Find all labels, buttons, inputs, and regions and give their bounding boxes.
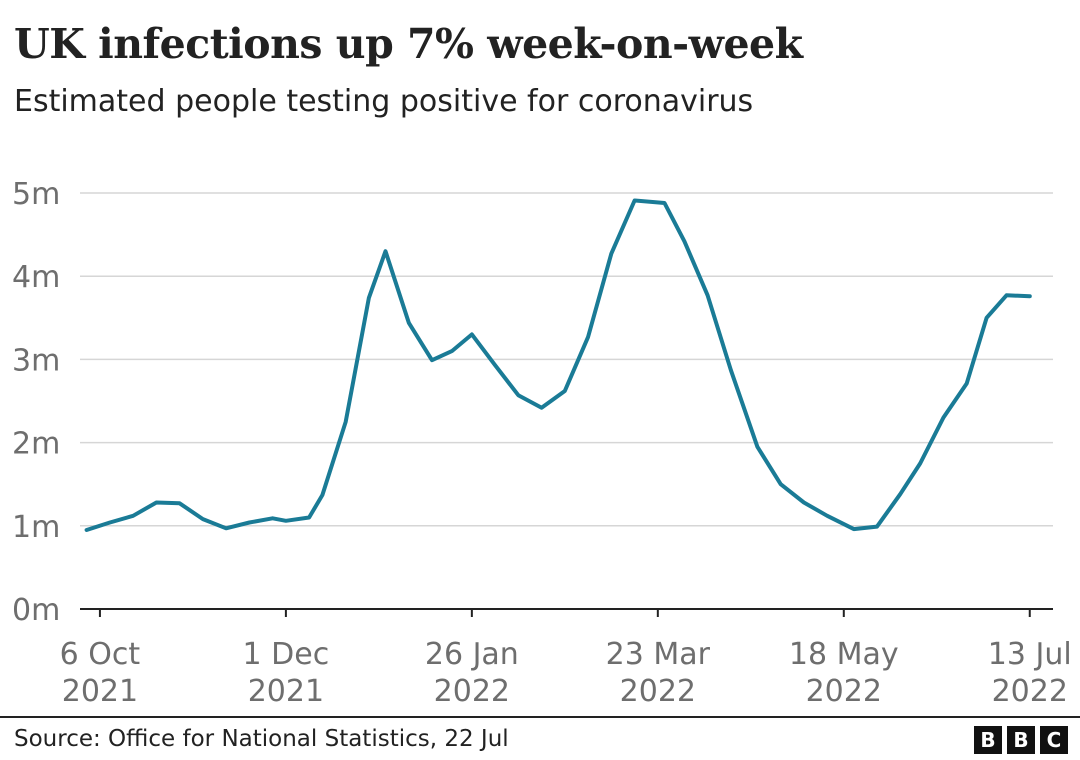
source-note: Source: Office for National Statistics, … bbox=[14, 726, 509, 752]
bbc-logo-block: C bbox=[1040, 726, 1068, 754]
x-tick-label: 1 Dec bbox=[243, 637, 330, 672]
x-tick-year-label: 2022 bbox=[992, 674, 1068, 709]
x-tick-year-label: 2021 bbox=[248, 674, 324, 709]
x-tick-year-label: 2022 bbox=[434, 674, 510, 709]
y-tick-label: 3m bbox=[12, 343, 60, 378]
x-tick-label: 18 May bbox=[789, 637, 899, 672]
bbc-logo: B B C bbox=[974, 726, 1068, 754]
x-tick-label: 13 Jul bbox=[988, 637, 1072, 672]
y-tick-label: 1m bbox=[12, 510, 60, 545]
x-tick-year-label: 2022 bbox=[806, 674, 882, 709]
bbc-logo-block: B bbox=[974, 726, 1002, 754]
y-tick-label: 0m bbox=[12, 593, 60, 628]
x-tick-year-label: 2021 bbox=[62, 674, 138, 709]
chart-title: UK infections up 7% week-on-week bbox=[14, 20, 803, 68]
y-tick-label: 4m bbox=[12, 260, 60, 295]
x-tick-label: 6 Oct bbox=[60, 637, 141, 672]
y-tick-label: 5m bbox=[12, 177, 60, 212]
series-line bbox=[84, 198, 1032, 532]
y-tick-label: 2m bbox=[12, 427, 60, 462]
x-tick-label: 23 Mar bbox=[606, 637, 711, 672]
bbc-logo-block: B bbox=[1007, 726, 1035, 754]
footer-divider bbox=[0, 716, 1080, 718]
x-tick-year-label: 2022 bbox=[620, 674, 696, 709]
chart-subtitle: Estimated people testing positive for co… bbox=[14, 84, 754, 119]
x-tick-label: 26 Jan bbox=[425, 637, 519, 672]
